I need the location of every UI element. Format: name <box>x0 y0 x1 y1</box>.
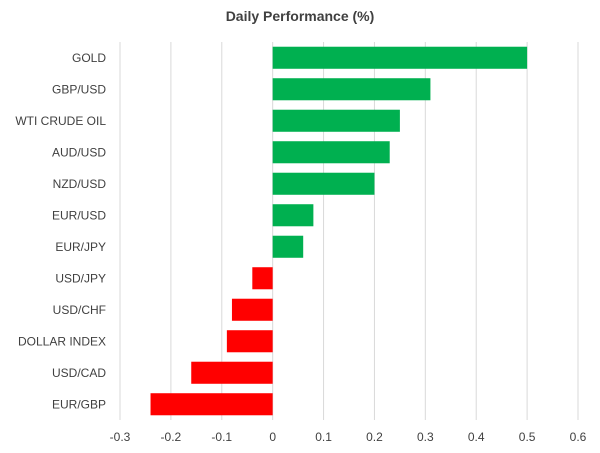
bar-aud-usd <box>272 141 390 164</box>
category-label: EUR/GBP <box>52 397 106 411</box>
x-tick-label: -0.3 <box>110 430 131 444</box>
x-tick-label: 0.2 <box>366 430 383 444</box>
x-tick-label: 0.6 <box>570 430 587 444</box>
category-label: NZD/USD <box>53 177 107 191</box>
bar-usd-chf <box>231 298 273 321</box>
category-label: USD/JPY <box>55 271 106 285</box>
x-tick-label: 0.5 <box>519 430 536 444</box>
category-label: USD/CAD <box>52 366 106 380</box>
category-label: EUR/USD <box>52 208 106 222</box>
bar-usd-jpy <box>252 267 273 290</box>
x-tick-label: 0.4 <box>468 430 485 444</box>
category-labels: GOLD GBP/USD WTI CRUDE OIL AUD/USD NZD/USD EU… <box>15 51 106 412</box>
category-label: GOLD <box>72 51 106 65</box>
category-label: WTI CRUDE OIL <box>15 114 106 128</box>
bars <box>150 46 528 416</box>
category-label: GBP/USD <box>52 82 106 96</box>
bar-eur-gbp <box>150 393 273 416</box>
bar-gbp-usd <box>272 78 431 101</box>
x-tick-label: -0.1 <box>211 430 232 444</box>
bar-eur-usd <box>272 204 314 227</box>
category-label: EUR/JPY <box>55 240 106 254</box>
bar-eur-jpy <box>272 235 304 258</box>
bar-nzd-usd <box>272 172 375 195</box>
x-tick-labels: -0.3 -0.2 -0.1 0 0.1 0.2 0.3 0.4 0.5 0.6 <box>110 430 587 444</box>
category-label: USD/CHF <box>53 303 106 317</box>
bar-gold <box>272 46 528 69</box>
x-tick-label: -0.2 <box>161 430 182 444</box>
category-label: DOLLAR INDEX <box>18 334 106 348</box>
x-tick-label: 0 <box>269 430 276 444</box>
chart-title: Daily Performance (%) <box>225 8 375 24</box>
category-label: AUD/USD <box>52 145 106 159</box>
bar-usd-cad <box>191 361 273 384</box>
gridlines <box>119 42 579 420</box>
x-tick-label: 0.1 <box>315 430 332 444</box>
x-tick-label: 0.3 <box>417 430 434 444</box>
bar-dollar-index <box>226 330 273 353</box>
bar-wti-crude-oil <box>272 109 400 132</box>
